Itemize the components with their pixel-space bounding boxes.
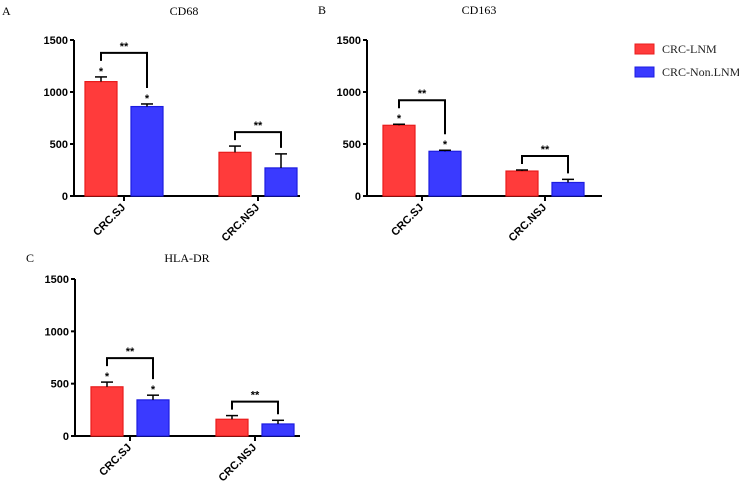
panel-title: HLA-DR <box>164 251 209 265</box>
bar-crc-non-lnm <box>130 105 164 197</box>
comparison-bracket <box>100 51 148 88</box>
bar-crc-lnm <box>90 386 124 437</box>
comparison-bracket <box>231 400 279 415</box>
comparison-label: ** <box>254 120 263 132</box>
legend-item-crc-lnm: CRC-LNM <box>634 42 717 56</box>
significance-mark: * <box>99 66 104 78</box>
y-tick-label: 0 <box>62 191 68 203</box>
comparison-label: ** <box>541 144 550 156</box>
y-tick-label: 0 <box>63 431 69 443</box>
comparison-bracket <box>234 131 282 148</box>
bar-crc-lnm <box>218 151 252 197</box>
x-tick-label: CRC.SJ <box>389 202 426 239</box>
panel-letter: C <box>26 251 34 265</box>
comparison-label: ** <box>418 88 427 100</box>
y-tick-label: 1000 <box>44 87 68 99</box>
x-tick-label: CRC.SJ <box>97 442 134 479</box>
y-tick-label: 0 <box>355 191 361 203</box>
comparison-label: ** <box>126 346 135 358</box>
bar-crc-non-lnm <box>428 150 462 197</box>
legend-swatch-crc-non-lnm <box>634 66 655 78</box>
x-tick-label: CRC.NSJ <box>219 202 262 245</box>
legend-item-crc-non-lnm: CRC-Non.LNM <box>634 65 739 79</box>
significance-mark: * <box>151 384 156 396</box>
panel-title: CD163 <box>462 3 497 17</box>
y-tick-label: 1000 <box>45 326 69 338</box>
panel-letter: B <box>318 3 326 17</box>
significance-mark: * <box>443 139 448 151</box>
y-tick-label: 1500 <box>45 274 69 286</box>
significance-mark: * <box>397 113 402 125</box>
panel-title: CD68 <box>170 4 199 18</box>
bar-crc-non-lnm <box>136 399 170 437</box>
comparison-label: ** <box>251 390 260 402</box>
x-tick-label: CRC.NSJ <box>216 442 259 485</box>
bar-crc-lnm <box>215 418 249 437</box>
comparison-label: ** <box>120 41 129 53</box>
significance-mark: * <box>105 371 110 383</box>
comparison-bracket <box>521 155 569 174</box>
y-tick-label: 1000 <box>337 87 361 99</box>
y-tick-label: 1500 <box>44 35 68 47</box>
y-tick-label: 500 <box>51 379 69 391</box>
bar-crc-non-lnm <box>261 423 295 437</box>
bar-crc-non-lnm <box>551 181 585 197</box>
comparison-bracket <box>106 357 154 380</box>
comparison-bracket <box>398 99 446 135</box>
y-tick-label: 500 <box>343 139 361 151</box>
x-tick-label: CRC.SJ <box>91 202 128 239</box>
legend-swatch-crc-lnm <box>634 43 655 55</box>
legend-label-crc-non-lnm: CRC-Non.LNM <box>662 65 739 79</box>
x-tick-label: CRC.NSJ <box>506 202 549 245</box>
bar-crc-lnm <box>382 124 416 197</box>
legend: CRC-LNM CRC-Non.LNM <box>634 42 739 79</box>
legend-label-crc-lnm: CRC-LNM <box>662 42 717 56</box>
bar-crc-lnm <box>84 80 118 197</box>
panel-letter: A <box>2 4 11 18</box>
bar-crc-lnm <box>505 170 539 197</box>
y-tick-label: 500 <box>50 139 68 151</box>
bar-crc-non-lnm <box>264 167 298 197</box>
y-tick-label: 1500 <box>337 35 361 47</box>
significance-mark: * <box>145 93 150 105</box>
